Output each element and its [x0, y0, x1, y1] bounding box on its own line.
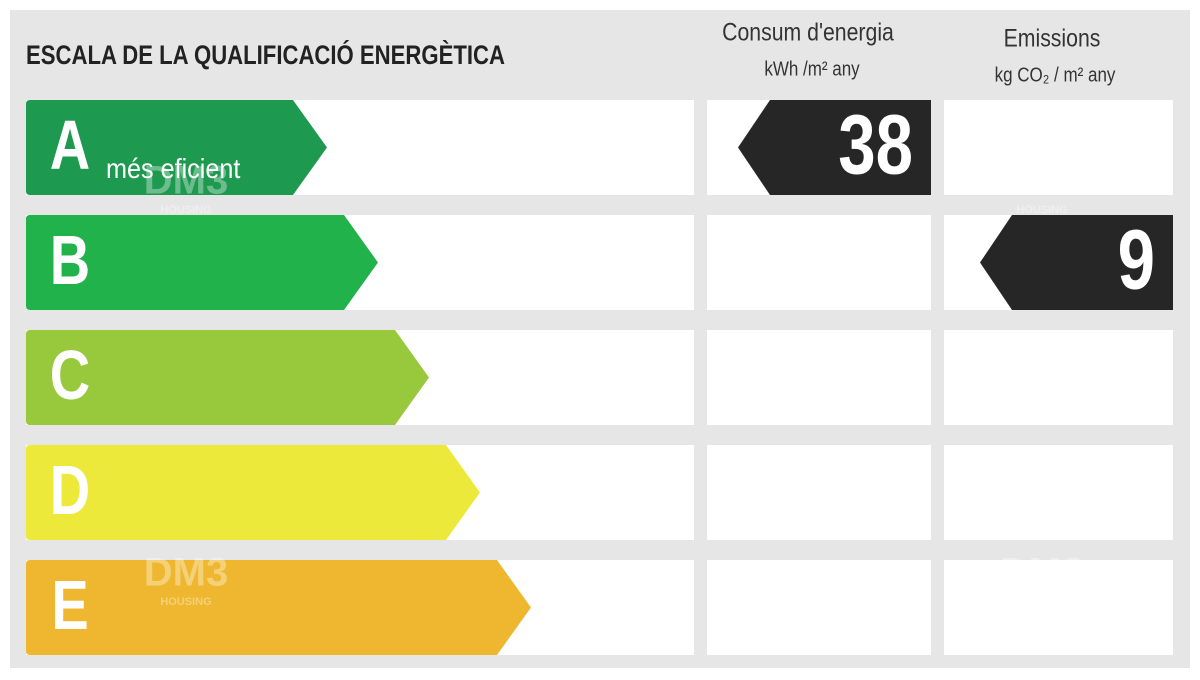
rating-arrow: [26, 560, 531, 655]
watermark-brand: DM3: [144, 159, 228, 203]
rating-letter: B: [50, 222, 90, 299]
title: ESCALA DE LA QUALIFICACIÓ ENERGÈTICA: [26, 40, 505, 71]
consumption-cell: [707, 560, 931, 655]
emissions-unit: kg CO₂ / m² any: [995, 63, 1116, 86]
rating-letter: D: [50, 452, 90, 529]
watermark-brand: DM3: [144, 551, 228, 595]
emissions-value: 9: [1118, 214, 1155, 308]
emissions-cell: [944, 330, 1173, 425]
rating-letter: A: [50, 107, 90, 184]
rating-arrow: [26, 330, 429, 425]
rating-arrow: [26, 445, 480, 540]
watermark-tagline: HOUSING: [160, 596, 211, 608]
consumption-title: Consum d'energia: [722, 18, 894, 46]
consumption-unit: kWh /m² any: [764, 57, 860, 80]
watermark-tagline: HOUSING: [1016, 596, 1067, 608]
consumption-cell: [707, 215, 931, 310]
emissions-cell: [944, 445, 1173, 540]
emissions-cell: [944, 560, 1173, 655]
watermark-brand: DM3: [1000, 551, 1084, 595]
rating-arrow: [26, 100, 327, 195]
watermark-brand: DM3: [1000, 159, 1084, 203]
consumption-cell: [707, 330, 931, 425]
watermark-tagline: HOUSING: [1016, 204, 1067, 216]
emissions-cell: [944, 100, 1173, 195]
rating-letter: E: [51, 567, 88, 644]
emissions-title: Emissions: [1004, 24, 1101, 52]
consumption-cell: [707, 445, 931, 540]
rating-letter: C: [50, 337, 90, 414]
consumption-badge: [738, 100, 931, 195]
rating-note: més eficient: [106, 153, 241, 185]
emissions-badge: [980, 215, 1173, 310]
rating-arrow: [26, 215, 378, 310]
watermark-tagline: HOUSING: [160, 204, 211, 216]
consumption-value: 38: [838, 99, 913, 193]
